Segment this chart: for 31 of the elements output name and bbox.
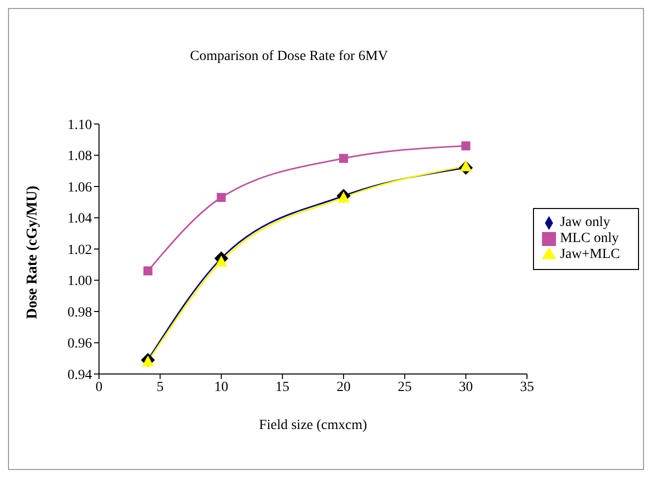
- x-tick-label: 30: [458, 380, 473, 395]
- chart-title: Comparison of Dose Rate for 6MV: [189, 49, 389, 65]
- y-tick-label: 1.10: [68, 118, 92, 133]
- y-tick-label: 0.96: [68, 336, 92, 352]
- point: [216, 192, 226, 202]
- x-tick-label: 10: [214, 380, 228, 395]
- x-tick-label: 0: [96, 380, 102, 395]
- x-tick-label: 5: [156, 380, 164, 395]
- point: [460, 160, 472, 172]
- x-tick-label: 35: [520, 380, 534, 395]
- legend-label: Jaw+MLC: [560, 247, 620, 262]
- point: [143, 266, 152, 276]
- legend-label: MLC only: [560, 231, 619, 246]
- x-tick-label: 15: [275, 380, 290, 395]
- y-tick-label: 0.98: [68, 305, 92, 320]
- legend-label: Jaw only: [560, 215, 610, 230]
- point: [338, 191, 350, 202]
- point: [215, 256, 228, 266]
- y-tick-label: 1.00: [68, 274, 92, 290]
- point: [339, 154, 348, 163]
- x-tick-label: 25: [398, 380, 412, 395]
- y-tick-label: 0.94: [68, 368, 92, 383]
- x-tick-label: 20: [336, 380, 351, 395]
- y-tick-label: 1.04: [68, 212, 92, 227]
- y-axis-title: Dose Rate (cGy/MU): [24, 186, 40, 319]
- y-tick-label: 1.02: [68, 242, 92, 258]
- y-tick-label: 1.08: [68, 149, 92, 164]
- x-axis-title: Field size (cmxcm): [258, 418, 368, 433]
- point: [142, 356, 154, 366]
- y-tick-label: 1.06: [68, 180, 92, 196]
- point: [461, 141, 470, 150]
